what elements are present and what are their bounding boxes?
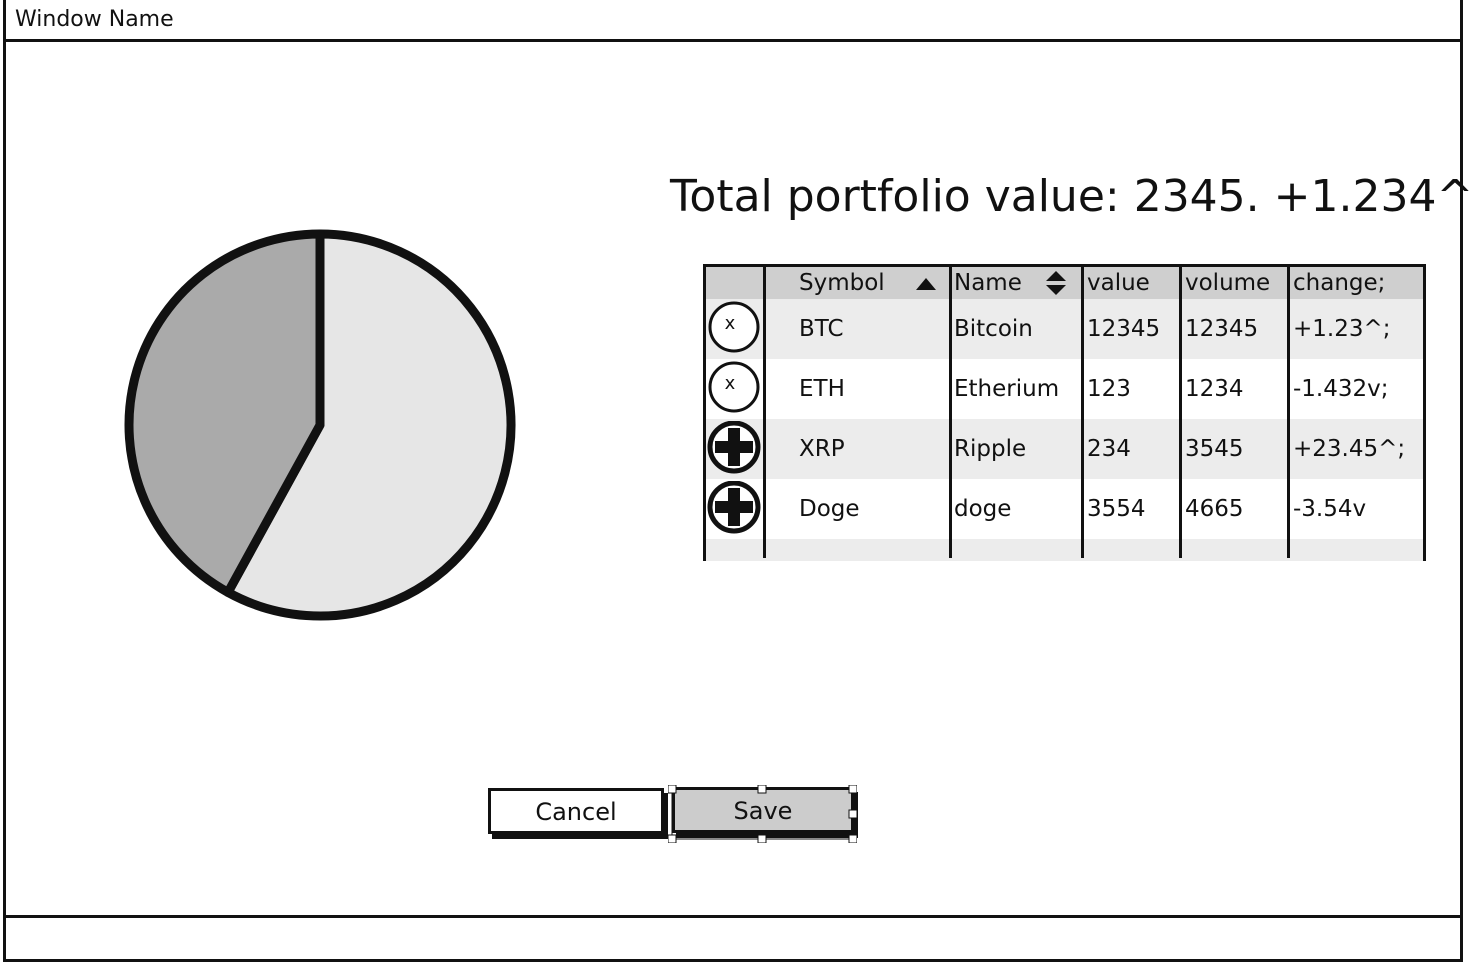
window-title: Window Name bbox=[15, 7, 174, 32]
holdings-table: Symbol Name value volume change; BTC Bitc… bbox=[703, 264, 1426, 561]
cell-value: 123 bbox=[1087, 376, 1131, 402]
cell-symbol: BTC bbox=[799, 316, 844, 342]
column-header-label: volume bbox=[1185, 270, 1271, 296]
x-glyph: x bbox=[725, 373, 736, 394]
x-glyph: x bbox=[725, 313, 736, 334]
table-header bbox=[706, 267, 1423, 299]
plus-bar bbox=[728, 428, 740, 466]
portfolio-total-value: Total portfolio value: 2345. +1.234^ bbox=[670, 171, 1474, 222]
cell-change: +23.45^; bbox=[1293, 436, 1406, 462]
column-divider bbox=[949, 267, 952, 558]
cancel-button[interactable]: Cancel bbox=[488, 788, 664, 834]
cell-name: Bitcoin bbox=[954, 316, 1033, 342]
column-header-symbol[interactable]: Symbol bbox=[799, 267, 885, 299]
remove-row-button[interactable]: x bbox=[706, 361, 762, 417]
cell-symbol: Doge bbox=[799, 496, 860, 522]
cell-change: -3.54v bbox=[1293, 496, 1367, 522]
cell-volume: 12345 bbox=[1185, 316, 1259, 342]
cell-name: Ripple bbox=[954, 436, 1027, 462]
column-header-value[interactable]: value bbox=[1087, 267, 1150, 299]
cell-name: Etherium bbox=[954, 376, 1060, 402]
column-header-label: value bbox=[1087, 270, 1150, 296]
sort-both-icon[interactable] bbox=[1044, 270, 1068, 296]
cell-symbol: ETH bbox=[799, 376, 845, 402]
x-circle-icon bbox=[708, 301, 760, 353]
column-divider bbox=[1287, 267, 1290, 558]
column-header-volume[interactable]: volume bbox=[1185, 267, 1270, 299]
portfolio-pie-chart bbox=[124, 229, 516, 621]
app-window: Window Name bbox=[3, 0, 1463, 962]
cell-value: 12345 bbox=[1087, 316, 1161, 342]
pie-slice-1 bbox=[124, 229, 325, 597]
column-header-name[interactable]: Name bbox=[954, 267, 1022, 299]
cell-change: +1.23^; bbox=[1293, 316, 1391, 342]
cell-volume: 4665 bbox=[1185, 496, 1244, 522]
row-band bbox=[706, 419, 1423, 479]
cell-volume: 1234 bbox=[1185, 376, 1244, 402]
remove-row-button[interactable]: x bbox=[706, 301, 762, 357]
column-header-label: change; bbox=[1293, 270, 1386, 296]
column-divider bbox=[1081, 267, 1084, 558]
plus-bar bbox=[728, 488, 740, 526]
title-bar: Window Name bbox=[6, 0, 1460, 42]
cell-symbol: XRP bbox=[799, 436, 845, 462]
pie-slice-0 bbox=[223, 229, 516, 621]
cell-volume: 3545 bbox=[1185, 436, 1244, 462]
cell-value: 234 bbox=[1087, 436, 1131, 462]
status-bar bbox=[6, 915, 1460, 959]
add-row-button[interactable] bbox=[706, 481, 762, 537]
column-header-label: Name bbox=[954, 270, 1022, 296]
column-divider bbox=[1179, 267, 1182, 558]
cell-name: doge bbox=[954, 496, 1012, 522]
column-divider bbox=[763, 267, 766, 558]
column-header-change[interactable]: change; bbox=[1293, 267, 1385, 299]
save-button[interactable]: Save bbox=[672, 787, 854, 833]
column-header-label: Symbol bbox=[799, 270, 885, 296]
add-row-button[interactable] bbox=[706, 421, 762, 477]
x-circle-icon bbox=[708, 361, 760, 413]
cell-change: -1.432v; bbox=[1293, 376, 1389, 402]
cell-value: 3554 bbox=[1087, 496, 1146, 522]
row-band bbox=[706, 539, 1423, 561]
sort-ascending-icon[interactable] bbox=[915, 277, 937, 291]
row-band bbox=[706, 299, 1423, 359]
